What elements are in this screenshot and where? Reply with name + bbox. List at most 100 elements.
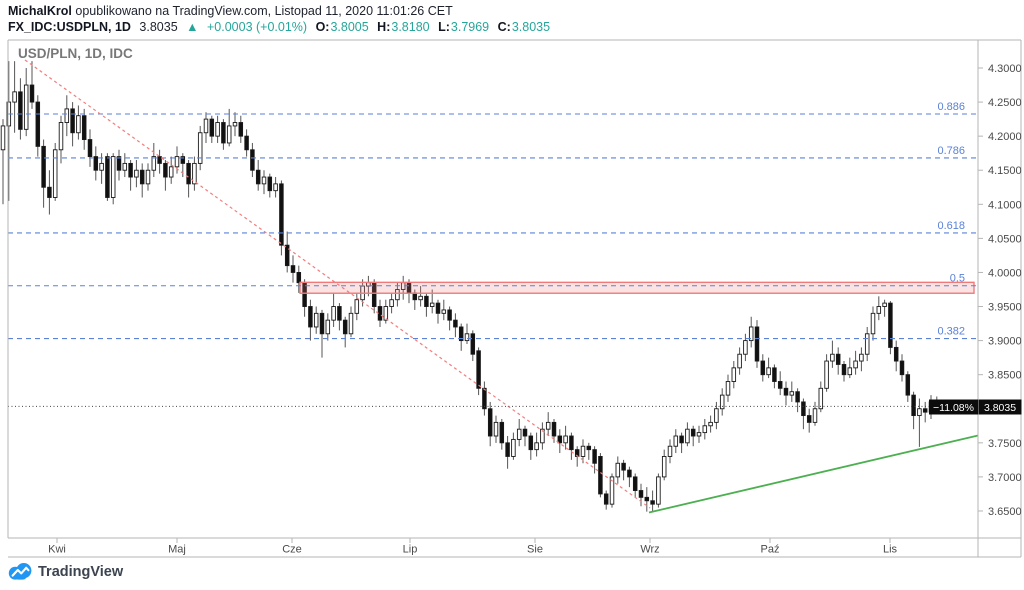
- candle: [273, 177, 278, 198]
- candle: [441, 299, 447, 321]
- candle: [864, 326, 870, 362]
- candle: [493, 415, 499, 443]
- price-tick-label: 4.3000: [988, 63, 1022, 75]
- fib-label: 0.5: [950, 273, 965, 285]
- candle: [134, 160, 139, 188]
- candle: [812, 401, 818, 426]
- candle: [632, 473, 638, 498]
- candle: [342, 316, 348, 348]
- candle: [899, 354, 905, 382]
- candle: [110, 153, 116, 205]
- price-tick-label: 4.0000: [988, 267, 1022, 279]
- candle: [70, 102, 75, 147]
- candle: [766, 357, 771, 379]
- candle: [238, 115, 244, 143]
- candle: [313, 306, 319, 334]
- month-tick-label: Paź: [761, 544, 780, 556]
- symbol-quote-row: FX_IDC:USDPLN, 1D 3.8035 ▲ +0.0003 (+0.0…: [8, 20, 550, 34]
- candle: [192, 156, 197, 191]
- candle: [540, 422, 545, 450]
- change-pct-badge: [929, 399, 978, 415]
- candle: [395, 282, 400, 307]
- candle: [0, 119, 6, 205]
- price-axis[interactable]: 4.3000 4.2500 4.2000 4.1500 4.1000 4.0500 4.00…: [978, 63, 1022, 518]
- candle: [690, 425, 696, 447]
- candle: [835, 347, 841, 375]
- candle: [615, 456, 621, 484]
- time-axis[interactable]: Kwi Maj Cze Lip Sie Wrz Paź Lis: [48, 538, 898, 556]
- candle: [87, 129, 93, 167]
- candle: [569, 432, 574, 460]
- candle: [435, 299, 441, 324]
- candle: [76, 105, 81, 140]
- candle: [719, 388, 725, 416]
- candle: [319, 309, 325, 358]
- candle: [516, 418, 522, 447]
- uptrend-line[interactable]: [648, 434, 979, 514]
- high-label: H:: [377, 20, 391, 34]
- candle: [650, 490, 655, 513]
- change-pct-text: −11.08%: [933, 402, 974, 414]
- candle: [105, 153, 110, 201]
- current-price-label: −11.08% 3.8035: [929, 399, 1022, 415]
- candle: [853, 350, 858, 375]
- candle: [116, 149, 122, 181]
- candle: [870, 306, 876, 341]
- candle: [801, 398, 806, 430]
- candle: [876, 296, 882, 321]
- author-name: MichalKrol: [8, 4, 72, 18]
- candle: [157, 149, 162, 174]
- candle: [453, 313, 458, 338]
- tradingview-branding[interactable]: TradingView: [8, 562, 123, 581]
- candle: [754, 320, 760, 368]
- candle: [41, 139, 46, 208]
- publish-info: MichalKrol opublikowano na TradingView.c…: [8, 4, 453, 18]
- candle: [232, 112, 238, 137]
- price-tick-label: 4.1000: [988, 199, 1022, 211]
- candle: [383, 299, 389, 324]
- price-tick-label: 4.2500: [988, 97, 1022, 109]
- candle: [470, 330, 476, 362]
- resistance-zone[interactable]: [299, 281, 975, 294]
- candle: [679, 432, 684, 454]
- publish-text: opublikowano na TradingView.com, Listopa…: [71, 4, 453, 18]
- candle: [598, 453, 603, 498]
- candle: [603, 490, 609, 510]
- open-label: O:: [315, 20, 330, 34]
- open-value: 3.8005: [330, 20, 369, 34]
- candle: [557, 429, 563, 454]
- candle: [905, 371, 911, 402]
- price-tick-label: 3.6500: [988, 506, 1022, 518]
- price-tick-label: 3.9500: [988, 302, 1022, 314]
- candle: [447, 306, 452, 331]
- candle: [418, 286, 423, 307]
- month-tick-label: Cze: [282, 544, 302, 556]
- candle: [151, 142, 157, 178]
- candle: [284, 231, 290, 273]
- fib-label: 0.786: [937, 145, 965, 157]
- candle: [487, 401, 493, 447]
- candle: [377, 299, 383, 327]
- month-tick-label: Wrz: [640, 544, 659, 556]
- candle: [673, 429, 679, 454]
- drawings-layer: 0.886 0.786 0.618 0.5 0.382: [8, 59, 979, 514]
- candle: [81, 108, 87, 150]
- candle: [621, 459, 626, 481]
- month-tick-label: Lip: [403, 544, 418, 556]
- candle: [163, 160, 168, 191]
- candle: [731, 361, 737, 389]
- candle: [221, 119, 226, 150]
- downtrend-line[interactable]: [24, 59, 651, 509]
- candle: [168, 156, 174, 184]
- quote-last-price: 3.8035: [139, 20, 178, 34]
- candle: [534, 432, 539, 457]
- candle: [505, 436, 510, 469]
- price-badge: [978, 399, 1022, 415]
- candle: [244, 129, 249, 157]
- candle: [859, 347, 864, 372]
- candle: [52, 142, 58, 201]
- candle: [354, 292, 360, 321]
- candle: [209, 115, 215, 143]
- candle: [197, 125, 203, 171]
